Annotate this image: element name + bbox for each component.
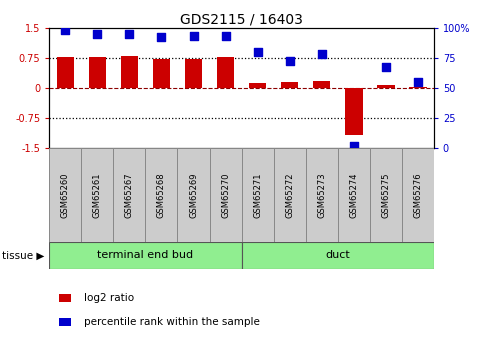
Bar	[217, 57, 234, 88]
Bar	[145, 148, 177, 242]
Point	[189, 33, 197, 39]
Text: GSM65276: GSM65276	[413, 172, 423, 218]
Point	[94, 31, 102, 36]
Bar	[89, 57, 106, 88]
Text: GSM65275: GSM65275	[381, 172, 390, 218]
Bar	[370, 148, 402, 242]
Point	[414, 79, 422, 85]
Text: GSM65267: GSM65267	[125, 172, 134, 218]
Text: GSM65270: GSM65270	[221, 172, 230, 218]
Bar	[242, 148, 274, 242]
Text: percentile rank within the sample: percentile rank within the sample	[84, 317, 260, 327]
Bar	[409, 87, 426, 88]
Text: log2 ratio: log2 ratio	[84, 293, 134, 303]
Bar	[377, 85, 394, 88]
Point	[253, 49, 261, 55]
Bar	[249, 83, 266, 88]
Bar	[242, 241, 434, 269]
Bar	[49, 148, 81, 242]
Text: GSM65268: GSM65268	[157, 172, 166, 218]
Text: tissue ▶: tissue ▶	[2, 250, 45, 260]
Point	[125, 31, 133, 36]
Bar	[121, 56, 138, 88]
Point	[221, 33, 229, 39]
Text: GSM65260: GSM65260	[61, 172, 70, 218]
Title: GDS2115 / 16403: GDS2115 / 16403	[180, 12, 303, 27]
Text: GSM65271: GSM65271	[253, 172, 262, 218]
Text: GSM65272: GSM65272	[285, 172, 294, 218]
Bar	[402, 148, 434, 242]
Bar	[185, 59, 202, 88]
Point	[382, 65, 389, 70]
Point	[317, 51, 325, 57]
Point	[61, 27, 69, 33]
Bar	[306, 148, 338, 242]
Bar	[274, 148, 306, 242]
Text: terminal end bud: terminal end bud	[98, 250, 193, 260]
Bar	[49, 241, 242, 269]
Point	[157, 34, 165, 40]
Bar	[338, 148, 370, 242]
Point	[350, 143, 357, 149]
Text: GSM65274: GSM65274	[349, 172, 358, 218]
Bar	[281, 82, 298, 88]
Bar	[313, 81, 330, 88]
Bar	[153, 59, 170, 88]
Bar	[113, 148, 145, 242]
Bar	[177, 148, 210, 242]
Bar	[210, 148, 242, 242]
Bar	[81, 148, 113, 242]
Point	[286, 59, 294, 64]
Text: GSM65269: GSM65269	[189, 172, 198, 218]
Bar	[57, 57, 74, 88]
Text: GSM65261: GSM65261	[93, 172, 102, 218]
Text: GSM65273: GSM65273	[317, 172, 326, 218]
Bar	[345, 88, 362, 136]
Text: duct: duct	[325, 250, 350, 260]
